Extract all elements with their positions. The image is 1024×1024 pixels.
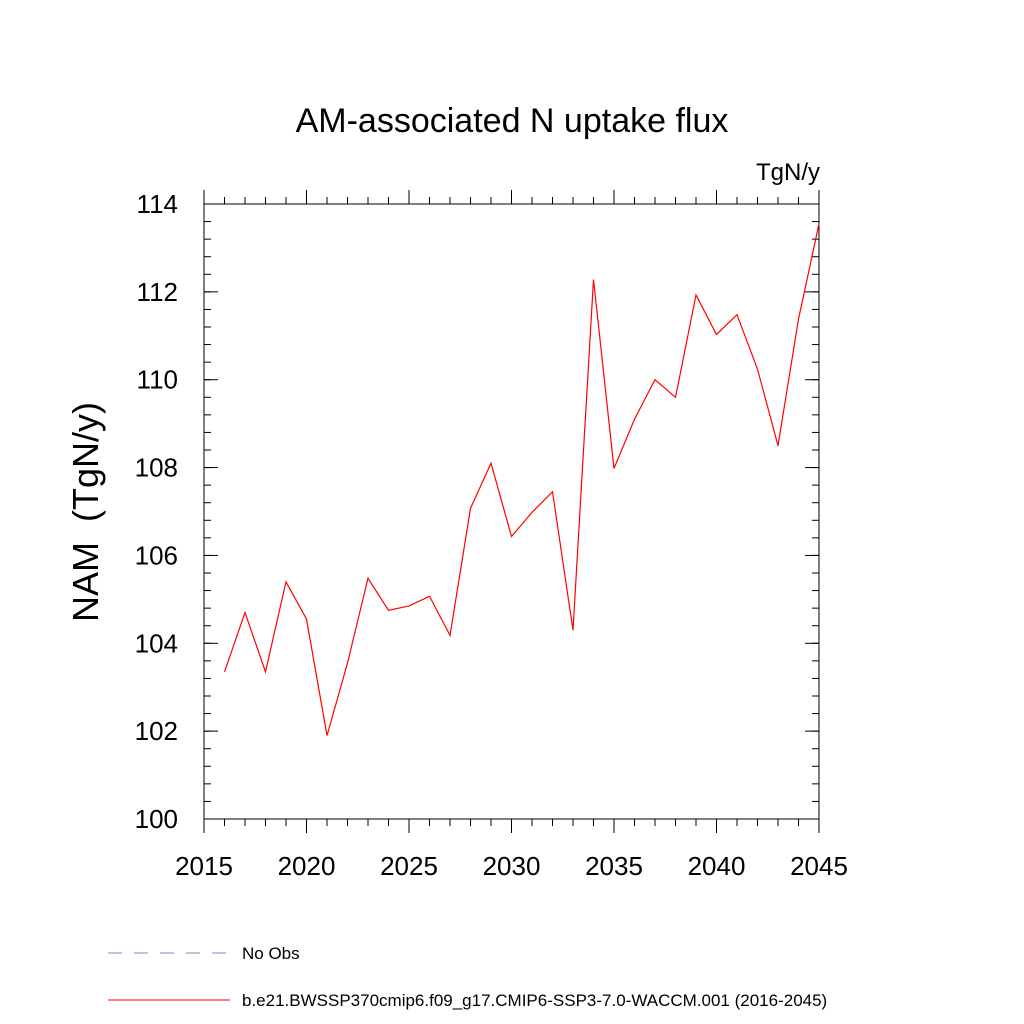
legend-label-0: No Obs [242, 944, 300, 963]
legend-label-1: b.e21.BWSSP370cmip6.f09_g17.CMIP6-SSP3-7… [242, 991, 827, 1010]
axis-ticks [203, 190, 820, 833]
plot-frame [203, 203, 820, 820]
legend: No Obs b.e21.BWSSP370cmip6.f09_g17.CMIP6-… [108, 944, 827, 1010]
x-tick-label: 2030 [483, 851, 541, 881]
series-layer [223, 223, 820, 736]
y-tick-label: 100 [135, 804, 178, 834]
x-tick-label: 2035 [585, 851, 643, 881]
chart-title: AM-associated N uptake flux [296, 102, 729, 140]
units-label: TgN/y [756, 159, 820, 186]
y-tick-label: 106 [135, 540, 178, 570]
y-tick-label: 114 [137, 189, 178, 219]
y-tick-label: 112 [137, 277, 178, 307]
y-tick-label: 102 [135, 716, 178, 746]
x-tick-label: 2025 [380, 851, 438, 881]
series-line-0 [223, 223, 820, 736]
x-tick-label: 2015 [175, 851, 233, 881]
y-axis-label: NAM (TgN/y) [65, 402, 106, 622]
y-tick-label: 104 [135, 628, 178, 658]
x-tick-label: 2040 [688, 851, 746, 881]
y-tick-label: 108 [135, 453, 178, 483]
x-tick-label: 2045 [790, 851, 848, 881]
tick-labels: 2015 2020 2025 2030 2035 2040 2045 100 102 104 106… [135, 189, 848, 881]
y-tick-label: 110 [137, 365, 178, 395]
x-tick-label: 2020 [278, 851, 336, 881]
